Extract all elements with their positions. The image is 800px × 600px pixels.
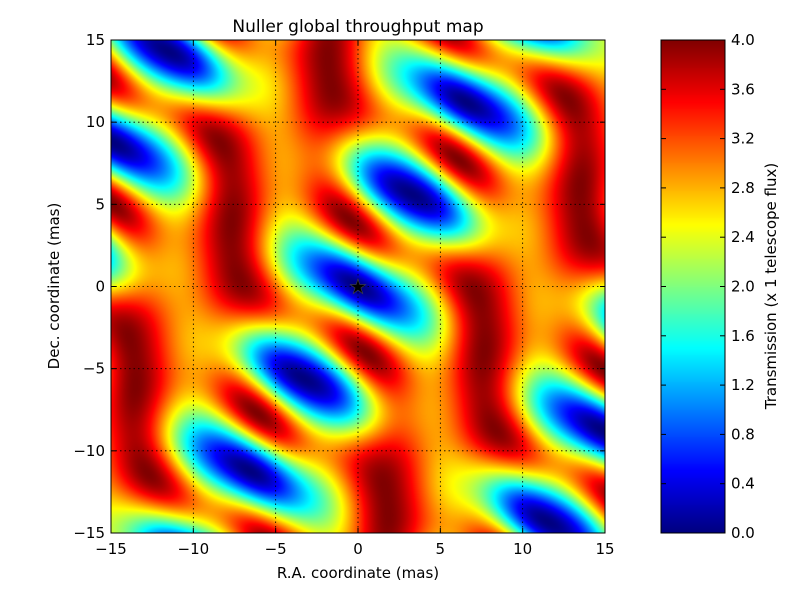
y-tick-label: −5: [83, 360, 105, 378]
colorbar-frame: [660, 39, 726, 534]
colorbar-tick-label: 1.2: [731, 376, 755, 394]
y-tick-label: −10: [73, 442, 105, 460]
x-tick-label: 15: [595, 540, 614, 558]
colorbar-tick-label: 0.8: [731, 425, 755, 443]
y-axis-label: Dec. coordinate (mas): [45, 203, 63, 370]
colorbar-tick-label: 3.2: [731, 130, 755, 148]
colorbar-gradient: [661, 40, 725, 533]
y-tick-label: 10: [86, 113, 105, 131]
colorbar-tick-label: 2.4: [731, 228, 755, 246]
grid-lines: [111, 40, 605, 533]
y-tick-label: 5: [95, 195, 105, 213]
x-axis: −15 −10 −5 0 5 10 15: [95, 40, 615, 558]
colorbar-tick-label: 4.0: [731, 31, 755, 49]
colorbar-tick-label: 2.8: [731, 179, 755, 197]
x-tick-label: 0: [353, 540, 363, 558]
colorbar-tick-label: 0.0: [731, 524, 755, 542]
x-tick-label: −5: [265, 540, 287, 558]
colorbar-tick-label: 1.6: [731, 327, 755, 345]
x-tick-label: −15: [95, 540, 127, 558]
chart-title: Nuller global throughput map: [232, 17, 483, 37]
colorbar-label: Transmission (x 1 telescope flux): [762, 163, 780, 410]
y-tick-label: 0: [95, 278, 105, 296]
colorbar-tick-label: 0.4: [731, 475, 755, 493]
colorbar-tick-label: 3.6: [731, 80, 755, 98]
colorbar-ticks: 0.0 0.4 0.8 1.2 1.6 2.0 2.4 2.8 3.2 3.6 4.0: [661, 31, 755, 542]
x-tick-label: 10: [513, 540, 532, 558]
x-tick-label: −10: [178, 540, 210, 558]
y-axis: −15 −10 −5 0 5 10 15: [73, 31, 605, 542]
star-marker: ★: [349, 275, 367, 299]
x-tick-label: 5: [436, 540, 446, 558]
colorbar-tick-label: 2.0: [731, 278, 755, 296]
x-axis-label: R.A. coordinate (mas): [277, 564, 439, 582]
y-tick-label: −15: [73, 524, 105, 542]
y-tick-label: 15: [86, 31, 105, 49]
